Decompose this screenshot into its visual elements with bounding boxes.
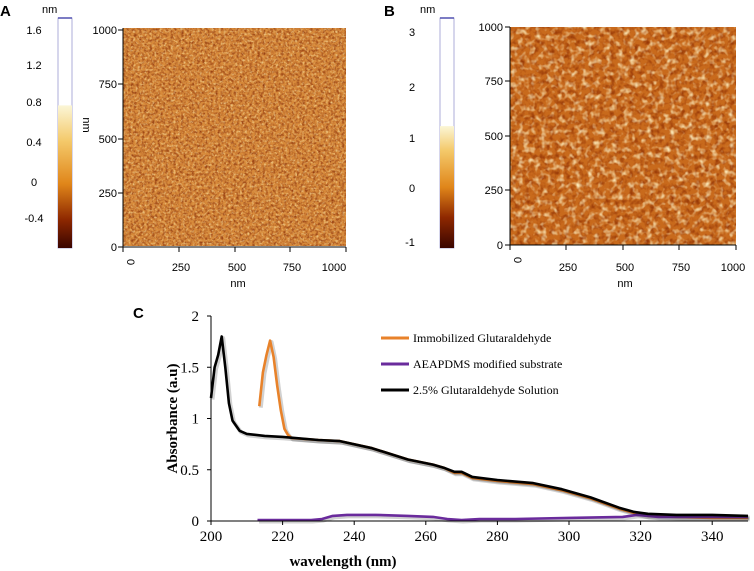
panel-b-scale-tick: -1 xyxy=(405,237,415,249)
panel-b-y-tick: 250 xyxy=(485,185,503,197)
panel-c-x-tick: 200 xyxy=(200,529,223,545)
panel-b-x-tick-zero: 0 xyxy=(511,257,523,263)
panel-c-y-label: Absorbance (a.u) xyxy=(165,363,181,473)
panel-c-x-tick: 260 xyxy=(415,529,438,545)
panel-a: A nm nm 1.6 1.2 0.8 0.4 0 -0.4 xyxy=(0,3,347,290)
panel-a-scale-tick: -0.4 xyxy=(25,213,44,225)
legend-label-0: Immobilized Glutaraldehyde xyxy=(413,331,551,345)
panel-a-y-tick: 750 xyxy=(99,79,117,91)
panel-b-x-tick: 500 xyxy=(616,262,634,274)
panel-b-scale-tick: 0 xyxy=(409,183,415,195)
panel-c-y-tick: 0.5 xyxy=(180,463,199,479)
panel-c-y-tick: 1.5 xyxy=(180,360,199,376)
panel-b-x-tick: 250 xyxy=(559,262,577,274)
panel-c-y-tick: 1 xyxy=(192,412,200,428)
panel-b-scale-tick: 2 xyxy=(409,82,415,94)
panel-c-x-tick: 220 xyxy=(271,529,294,545)
panel-a-scale-tick: 0 xyxy=(31,177,37,189)
panel-b: B nm 3 2 1 0 -1 xyxy=(384,3,745,290)
panel-b-y-tick: 750 xyxy=(485,76,503,88)
panel-c-x-tick: 340 xyxy=(701,529,724,545)
panel-c-x-tick: 240 xyxy=(343,529,366,545)
panel-c: C 200 220 240 260 280 300 320 340 0 0.5 1 1.5 2 wavel… xyxy=(133,305,750,570)
panel-b-scale-tick: 1 xyxy=(409,133,415,145)
panel-b-y-tick: 1000 xyxy=(479,22,503,34)
panel-b-afm-image xyxy=(510,27,736,245)
panel-a-x-unit: nm xyxy=(230,278,245,290)
panel-b-x-tick: 1000 xyxy=(721,262,745,274)
panel-a-x-tick: 500 xyxy=(228,262,246,274)
panel-a-y-tick: 1000 xyxy=(93,25,117,37)
panel-c-y-tick: 2 xyxy=(192,309,200,325)
panel-a-x-tick-zero: 0 xyxy=(124,259,136,265)
series-line-2 xyxy=(209,335,749,518)
panel-b-scale-tick: 3 xyxy=(409,27,415,39)
panel-c-x-tick: 300 xyxy=(558,529,581,545)
panel-a-scale-unit: nm xyxy=(42,4,57,16)
panel-b-x-tick: 750 xyxy=(672,262,690,274)
panel-c-x-label: wavelength (nm) xyxy=(289,554,396,570)
panel-b-y-tick: 0 xyxy=(497,240,503,252)
panel-b-y-tick: 500 xyxy=(485,131,503,143)
panel-a-scale-tick: 0.8 xyxy=(26,97,41,109)
panel-c-y-tick: 0 xyxy=(192,514,200,530)
legend-label-2: 2.5% Glutaraldehyde Solution xyxy=(413,383,559,397)
panel-b-letter: B xyxy=(384,3,395,20)
panel-a-colorbar-label: nm xyxy=(80,117,92,132)
series-line-1 xyxy=(257,513,748,522)
panel-a-scale-tick: 0.4 xyxy=(26,137,41,149)
panel-c-plot: 200 220 240 260 280 300 320 340 0 0.5 1 1.5 2 wavelen… xyxy=(165,309,750,570)
panel-b-scale-unit: nm xyxy=(420,4,435,16)
panel-a-y-tick: 500 xyxy=(99,134,117,146)
panel-a-scale-tick: 1.6 xyxy=(26,25,41,37)
panel-a-scale-tick: 1.2 xyxy=(26,60,41,72)
panel-a-x-tick: 1000 xyxy=(322,262,346,274)
legend-label-1: AEAPDMS modified substrate xyxy=(413,357,562,371)
panel-c-x-tick: 320 xyxy=(629,529,652,545)
panel-c-letter: C xyxy=(133,305,144,322)
panel-a-colorbar-fill xyxy=(58,105,72,249)
panel-a-y-tick: 250 xyxy=(99,188,117,200)
panel-b-colorbar-fill xyxy=(440,126,454,248)
panel-c-x-tick: 280 xyxy=(486,529,509,545)
panel-a-afm-image xyxy=(123,28,346,246)
panel-b-x-unit: nm xyxy=(617,278,632,290)
panel-a-x-tick: 250 xyxy=(172,262,190,274)
panel-a-x-tick: 750 xyxy=(283,262,301,274)
panel-a-y-tick: 0 xyxy=(111,242,117,254)
panel-a-letter: A xyxy=(0,3,11,20)
